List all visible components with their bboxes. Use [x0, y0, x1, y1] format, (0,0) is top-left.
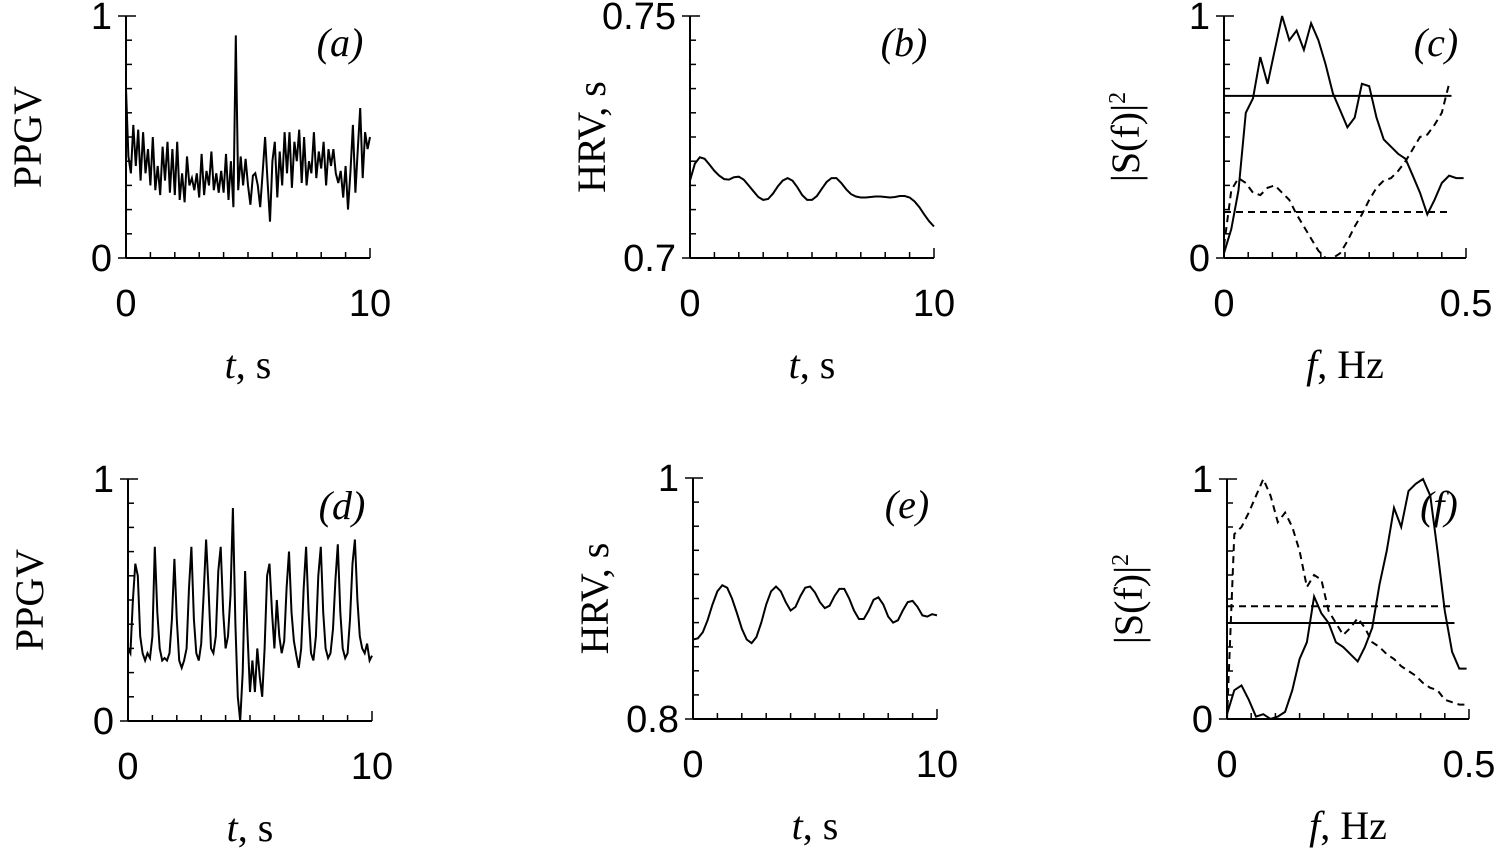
y-axis-text: PPGV	[5, 86, 50, 188]
y-axis-text: PPGV	[7, 549, 52, 651]
x-tick-label: 0.5	[1443, 744, 1496, 786]
series-line-dashed	[1223, 83, 1451, 259]
y-axis-label: PPGV	[5, 86, 50, 188]
panel-f: 0 1 0 0.5 f, Hz |S(f)|2 (f)	[1106, 459, 1495, 848]
y-tick-label: 1	[91, 0, 112, 38]
x-axis-variable: t	[225, 342, 237, 387]
panel-label: (b)	[881, 20, 928, 65]
panel-b: 0.7 0.75 0 10 t, s HRV, s (b)	[569, 0, 955, 387]
x-tick-label: 10	[916, 744, 958, 786]
x-tick-label: 0	[1213, 283, 1234, 325]
x-axis-label: f, Hz	[1306, 342, 1384, 387]
x-axis-label: f, Hz	[1309, 803, 1387, 848]
x-axis-unit: , s	[236, 342, 272, 387]
panel-label: (f)	[1420, 483, 1458, 528]
y-tick-label: 0.75	[602, 0, 676, 38]
panel-label: (a)	[317, 20, 364, 65]
x-axis-unit: , Hz	[1320, 803, 1387, 848]
y-axis-text: HRV, s	[569, 81, 614, 193]
x-axis-variable: t	[792, 803, 804, 848]
x-tick-label: 0	[679, 283, 700, 325]
x-axis-label: t, s	[227, 805, 274, 850]
y-tick-label: 1	[93, 459, 114, 501]
x-axis-label: t, s	[792, 803, 839, 848]
y-tick-label: 0.7	[623, 238, 676, 280]
panel-label: (d)	[319, 483, 366, 528]
x-axis-variable: t	[227, 805, 239, 850]
panel-c: 0 1 0 0.5 f, Hz |S(f)|2 (c)	[1103, 0, 1492, 387]
series-line-solid	[125, 35, 371, 222]
y-tick-label: 0.8	[626, 699, 679, 741]
x-axis-unit: , Hz	[1317, 342, 1384, 387]
x-axis-variable: t	[789, 342, 801, 387]
y-axis-label: |S(f)|2	[1106, 554, 1151, 644]
x-axis-unit: , s	[800, 342, 836, 387]
x-tick-label: 0.5	[1440, 283, 1493, 325]
series-line-dashed	[1226, 476, 1467, 720]
y-axis-text: |S(f)|	[1106, 566, 1151, 644]
x-tick-label: 10	[351, 746, 393, 788]
panel-label: (c)	[1414, 20, 1458, 65]
y-axis-exponent: 2	[1108, 554, 1134, 566]
x-tick-label: 10	[913, 283, 955, 325]
y-tick-label: 1	[1192, 459, 1213, 501]
x-axis-unit: , s	[238, 805, 274, 850]
y-tick-label: 0	[91, 238, 112, 280]
series-line-solid	[692, 583, 938, 645]
y-axis-label: PPGV	[7, 549, 52, 651]
x-tick-label: 10	[349, 283, 391, 325]
x-tick-label: 0	[1216, 744, 1237, 786]
y-axis-label: HRV, s	[569, 81, 614, 193]
y-axis-text: HRV, s	[572, 543, 617, 655]
y-tick-label: 1	[1189, 0, 1210, 38]
x-tick-label: 0	[117, 746, 138, 788]
x-axis-unit: , s	[803, 803, 839, 848]
y-tick-label: 0	[1192, 699, 1213, 741]
series-line-solid	[1223, 15, 1464, 254]
y-axis-exponent: 2	[1105, 92, 1131, 104]
series-line-solid	[1226, 477, 1467, 721]
x-tick-label: 0	[682, 744, 703, 786]
y-axis-label: HRV, s	[572, 543, 617, 655]
x-axis-label: t, s	[789, 342, 836, 387]
panel-label: (e)	[885, 482, 929, 527]
x-tick-label: 0	[115, 283, 136, 325]
y-axis-text: |S(f)|	[1103, 104, 1148, 182]
y-tick-label: 0	[93, 701, 114, 743]
y-tick-label: 1	[658, 458, 679, 500]
x-axis-label: t, s	[225, 342, 272, 387]
y-tick-label: 0	[1189, 238, 1210, 280]
series-line-solid	[689, 156, 935, 228]
series-line-solid	[127, 507, 373, 722]
y-axis-label: |S(f)|2	[1103, 92, 1148, 182]
